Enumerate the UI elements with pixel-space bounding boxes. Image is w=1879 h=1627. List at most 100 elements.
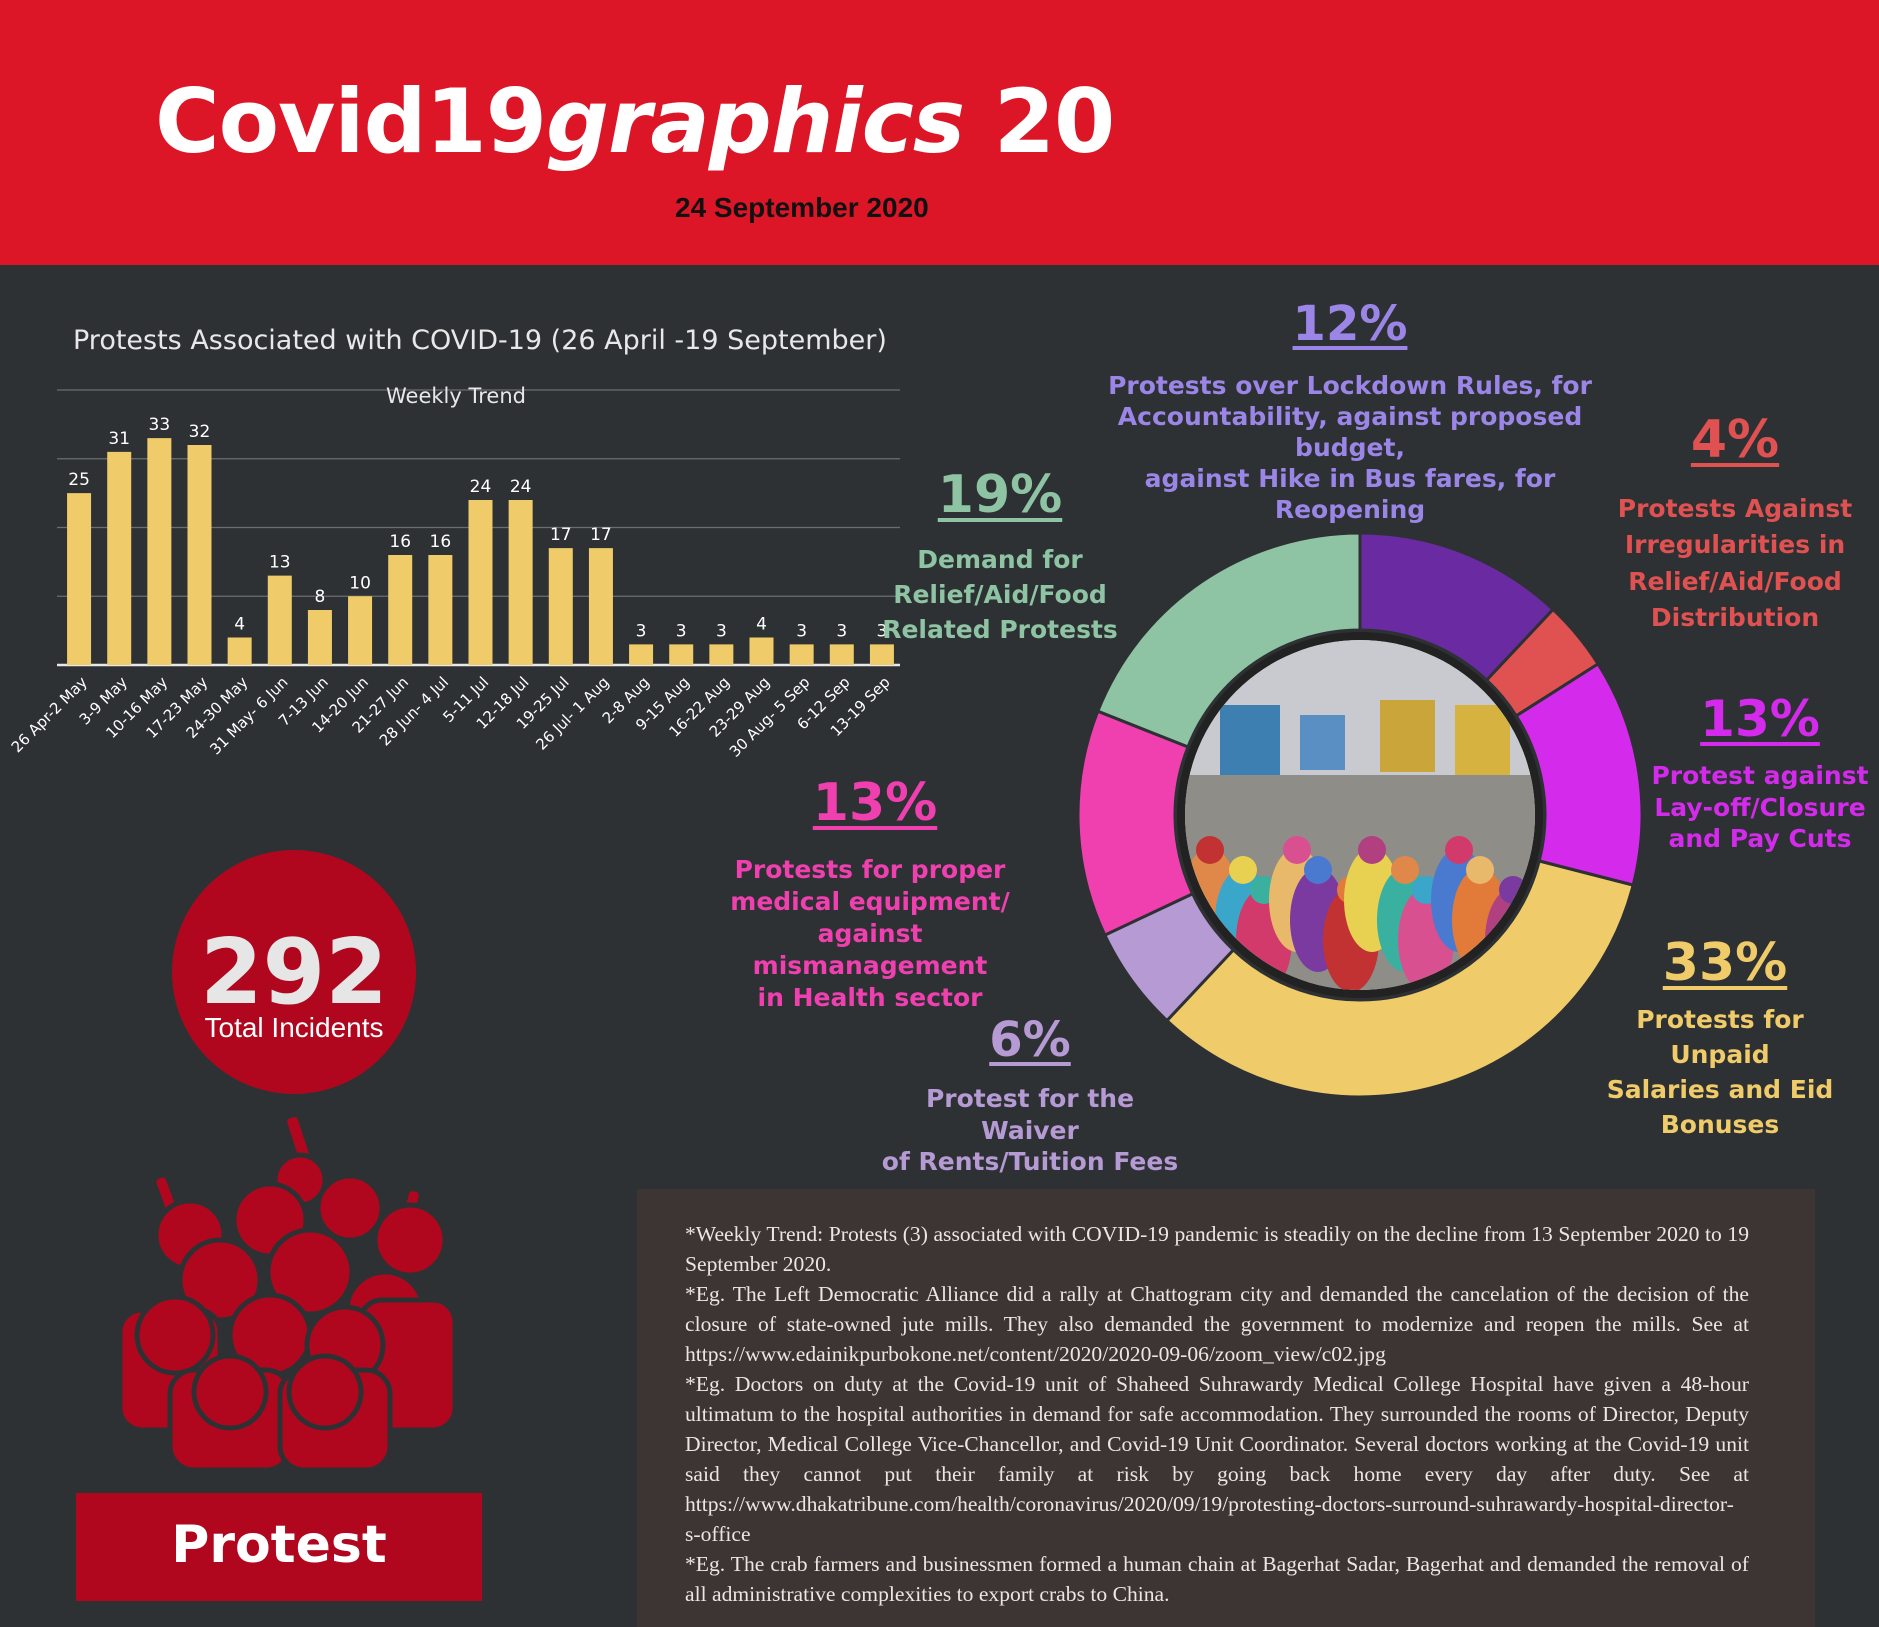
bar-value-label: 4 xyxy=(756,615,767,635)
rents-pct: 6% xyxy=(989,1012,1071,1068)
relief-line: Related Protests xyxy=(882,615,1118,644)
bar-value-label: 32 xyxy=(189,422,211,442)
bar-value-label: 17 xyxy=(590,525,612,545)
salaries-label: Protests for Unpaid Salaries and Eid Bon… xyxy=(1590,1002,1850,1142)
bar xyxy=(869,644,894,665)
salaries-line: Salaries and Eid xyxy=(1606,1075,1834,1104)
note-example-jute: *Eg. The Left Democratic Alliance did a … xyxy=(685,1282,1749,1366)
bar xyxy=(147,438,172,665)
health-line: Protests for proper xyxy=(734,855,1006,884)
relief-line: Relief/Aid/Food xyxy=(893,580,1107,609)
bar xyxy=(227,637,252,665)
lockdown-label: Protests over Lockdown Rules, for Accoun… xyxy=(1080,370,1620,525)
lockdown-line: Protests over Lockdown Rules, for xyxy=(1108,371,1592,400)
bar xyxy=(67,493,92,665)
health-pct: 13% xyxy=(812,773,938,833)
note-weekly-trend: *Weekly Trend: Protests (3) associated w… xyxy=(685,1222,1749,1276)
total-incidents-badge: 292 Total Incidents xyxy=(172,850,416,1094)
irregularities-line: Protests Against xyxy=(1617,494,1853,523)
rents-line: Protest for the Waiver xyxy=(925,1084,1135,1145)
title-main: Covid19 xyxy=(155,70,547,173)
bar-value-label: 3 xyxy=(716,621,727,641)
layoff-line: Protest against xyxy=(1651,761,1869,790)
layoff-label: Protest against Lay-off/Closure and Pay … xyxy=(1650,760,1870,855)
header-banner: Covid19graphics 20 24 September 2020 xyxy=(0,0,1879,265)
bar xyxy=(789,644,814,665)
bar xyxy=(468,500,493,665)
title-number: 20 xyxy=(964,70,1115,173)
bar-value-label: 8 xyxy=(315,587,326,607)
bar-value-label: 3 xyxy=(676,621,687,641)
layoff-pct: 13% xyxy=(1700,690,1820,748)
note-example-crab: *Eg. The crab farmers and businessmen fo… xyxy=(685,1552,1749,1606)
bar xyxy=(428,555,453,665)
bar xyxy=(829,644,854,665)
irregularities-label: Protests Against Irregularities in Relie… xyxy=(1600,491,1870,636)
bar xyxy=(749,637,774,665)
bar xyxy=(548,548,573,665)
lockdown-line: Accountability, against proposed budget, xyxy=(1117,402,1583,462)
bar xyxy=(307,610,332,665)
page-title: Covid19graphics 20 xyxy=(155,70,1115,173)
protest-label-box: Protest xyxy=(76,1493,482,1601)
bar-value-label: 24 xyxy=(470,477,492,497)
bar-value-label: 3 xyxy=(636,621,647,641)
bar-value-label: 25 xyxy=(68,470,90,490)
protest-label: Protest xyxy=(171,1515,387,1575)
relief-pct: 19% xyxy=(937,465,1063,525)
bar xyxy=(709,644,734,665)
bar xyxy=(187,445,212,665)
lockdown-line: against Hike in Bus fares, for Reopening xyxy=(1144,464,1556,524)
total-incidents-label: Total Incidents xyxy=(204,1012,384,1043)
bar xyxy=(107,451,132,665)
bar-value-label: 16 xyxy=(389,532,411,552)
bar xyxy=(388,555,413,665)
bar-value-label: 16 xyxy=(430,532,452,552)
bar-value-label: 31 xyxy=(108,429,130,449)
bar xyxy=(629,644,654,665)
irregularities-line: Distribution xyxy=(1650,602,1820,632)
bar-value-label: 3 xyxy=(877,621,888,641)
donut-slice xyxy=(1076,709,1195,938)
salaries-line: Protests for Unpaid xyxy=(1636,1005,1804,1069)
bar-value-label: 3 xyxy=(796,621,807,641)
irregularities-line: Relief/Aid/Food xyxy=(1628,566,1842,596)
relief-line: Demand for xyxy=(917,545,1083,574)
protest-crowd-icon xyxy=(117,1112,458,1473)
bar xyxy=(588,548,613,665)
bar xyxy=(669,644,694,665)
notes-panel: *Weekly Trend: Protests (3) associated w… xyxy=(637,1189,1815,1627)
bar xyxy=(508,500,533,665)
note-example-doctors: *Eg. Doctors on duty at the Covid-19 uni… xyxy=(685,1372,1749,1546)
bar-value-label: 4 xyxy=(234,615,245,635)
health-line: medical equipment/ xyxy=(730,887,1010,916)
bar-value-label: 24 xyxy=(510,477,532,497)
bar-value-label: 33 xyxy=(149,415,171,435)
salaries-line: Bonuses xyxy=(1660,1110,1780,1139)
donut-slice xyxy=(1095,531,1362,749)
bar-chart-title: Protests Associated with COVID-19 (26 Ap… xyxy=(73,325,887,356)
bar-chart-subtitle: Weekly Trend xyxy=(386,384,526,408)
salaries-pct: 33% xyxy=(1662,933,1788,993)
health-label: Protests for proper medical equipment/ a… xyxy=(700,854,1040,1014)
relief-label: Demand for Relief/Aid/Food Related Prote… xyxy=(880,542,1120,647)
rents-label: Protest for the Waiver of Rents/Tuition … xyxy=(880,1083,1180,1178)
lockdown-pct: 12% xyxy=(1292,296,1408,352)
title-italic: graphics xyxy=(546,70,965,173)
page-date: 24 September 2020 xyxy=(675,192,929,223)
donut-chart xyxy=(1076,531,1644,1099)
health-line: against mismanagement xyxy=(752,919,988,980)
layoff-line: Lay-off/Closure xyxy=(1654,792,1866,822)
irregularities-line: Irregularities in xyxy=(1624,530,1846,560)
bar xyxy=(348,596,373,665)
total-incidents-value: 292 xyxy=(200,920,388,1025)
rents-line: of Rents/Tuition Fees xyxy=(881,1147,1179,1176)
bar-value-label: 17 xyxy=(550,525,572,545)
bar-value-label: 13 xyxy=(269,553,291,573)
bar-value-label: 3 xyxy=(836,621,847,641)
bar-value-label: 10 xyxy=(349,573,371,593)
health-line: in Health sector xyxy=(757,983,983,1012)
donut-slice xyxy=(1164,859,1635,1099)
bar xyxy=(267,575,292,665)
